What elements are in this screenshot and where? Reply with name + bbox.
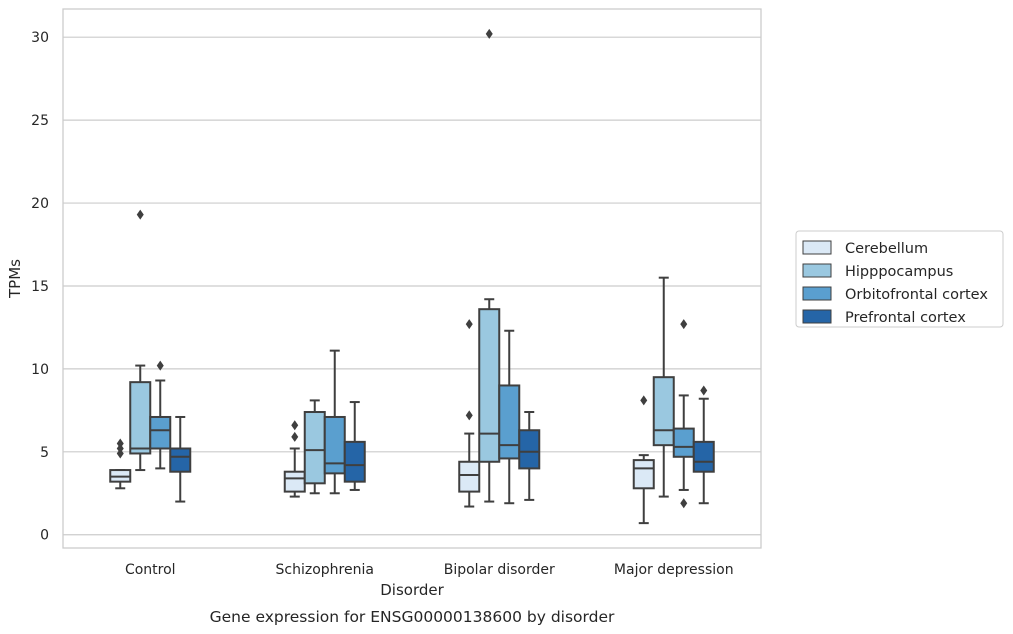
box-body	[283, 470, 306, 493]
flier-1-0-0	[136, 209, 144, 220]
y-axis-label: TPMs	[6, 259, 24, 299]
box-2-3	[672, 394, 695, 491]
flier-3-3-0	[700, 385, 708, 396]
box-body	[149, 415, 172, 450]
legend-item-0: Cerebellum	[802, 240, 928, 257]
legend-label-0: Cerebellum	[845, 241, 928, 257]
box-2-2	[498, 329, 521, 505]
box-body	[478, 308, 501, 463]
box-body	[129, 381, 152, 455]
y-tick-label-10: 10	[31, 362, 49, 378]
box-0-2	[458, 432, 481, 508]
flier-2-3-0	[680, 498, 688, 509]
box-body	[498, 384, 521, 460]
flier-0-3-0	[640, 395, 648, 406]
box-3-2	[518, 411, 541, 501]
y-tick-label-15: 15	[31, 279, 49, 295]
x-tick-label-1: Schizophrenia	[276, 562, 374, 578]
box-0-0	[109, 469, 132, 490]
series-3	[169, 397, 715, 505]
box-body	[518, 429, 541, 470]
box-1-2	[478, 298, 501, 503]
flier-0-2-1	[465, 319, 473, 330]
legend-label-2: Orbitofrontal cortex	[845, 287, 988, 303]
y-tick-label-0: 0	[40, 528, 49, 544]
box-body	[303, 411, 326, 485]
box-0-3	[632, 454, 655, 525]
box-body	[632, 459, 655, 490]
flier-0-0-2	[116, 438, 124, 449]
x-tick-label-3: Major depression	[614, 562, 734, 578]
box-2-1	[323, 349, 346, 495]
box-body	[323, 415, 346, 475]
y-tick-label-30: 30	[31, 30, 49, 46]
plot-frame	[62, 8, 762, 549]
legend-item-2: Orbitofrontal cortex	[802, 286, 988, 303]
box-body	[692, 440, 715, 473]
box-2-0	[149, 379, 172, 470]
box-body	[672, 427, 695, 458]
box-1-1	[303, 399, 326, 495]
x-tick-label-2: Bipolar disorder	[444, 562, 555, 578]
legend-swatch-0	[802, 240, 832, 255]
legend-swatch-1	[802, 263, 832, 278]
y-tick-label-20: 20	[31, 196, 49, 212]
y-tick-labels: 0 5 10 15 20 25 30	[31, 30, 49, 544]
legend-label-3: Prefrontal cortex	[845, 310, 966, 326]
box-0-1	[283, 447, 306, 498]
flier-1-2-0	[485, 28, 493, 39]
legend-swatch-2	[802, 286, 832, 301]
x-tick-labels: Control Schizophrenia Bipolar disorder Majo…	[125, 562, 734, 578]
box-3-3	[692, 397, 715, 505]
box-3-0	[169, 415, 192, 503]
box-body	[458, 460, 481, 493]
series-0	[109, 432, 655, 525]
box-1-0	[129, 364, 152, 472]
grid-lines	[63, 36, 761, 536]
flier-0-2-0	[465, 410, 473, 421]
outlier-points	[116, 28, 708, 509]
legend: Cerebellum Hipppocampus Orbitofrontal cort…	[795, 230, 1004, 328]
legend-label-1: Hipppocampus	[845, 264, 953, 280]
legend-item-3: Prefrontal cortex	[802, 309, 966, 326]
box-body	[169, 447, 192, 473]
flier-0-1-1	[291, 420, 299, 431]
legend-frame	[795, 230, 1004, 328]
box-3-1	[343, 401, 366, 491]
flier-2-0-0	[156, 360, 164, 371]
box-body	[343, 440, 366, 483]
flier-0-1-0	[291, 431, 299, 442]
figure-caption: Gene expression for ENSG00000138600 by d…	[210, 608, 615, 626]
legend-item-1: Hipppocampus	[802, 263, 953, 280]
x-axis-label: Disorder	[380, 581, 444, 599]
series-1	[129, 276, 675, 503]
y-tick-label-25: 25	[31, 113, 49, 129]
box-1-3	[652, 276, 675, 498]
series-2	[149, 329, 695, 505]
y-tick-label-5: 5	[40, 445, 49, 461]
x-tick-label-0: Control	[125, 562, 176, 578]
box-groups	[109, 276, 715, 525]
legend-swatch-3	[802, 309, 832, 324]
box-body	[652, 376, 675, 447]
flier-2-3-1	[680, 319, 688, 330]
